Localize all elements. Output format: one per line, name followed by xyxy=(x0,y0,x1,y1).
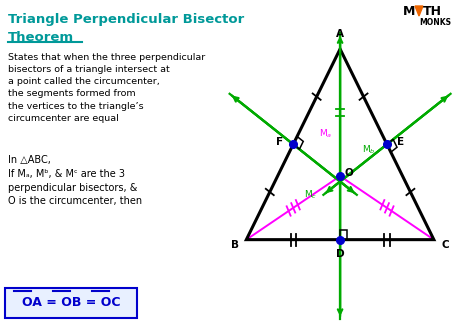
Text: F: F xyxy=(276,137,283,147)
Text: O: O xyxy=(344,168,353,178)
Text: Triangle Perpendicular Bisector: Triangle Perpendicular Bisector xyxy=(8,13,244,26)
Text: OA = OB = OC: OA = OB = OC xyxy=(22,297,120,309)
Polygon shape xyxy=(415,6,423,16)
FancyBboxPatch shape xyxy=(399,2,469,30)
Text: Theorem: Theorem xyxy=(8,31,74,44)
Text: C: C xyxy=(441,240,449,250)
Text: M$_b$: M$_b$ xyxy=(363,143,376,156)
Text: M$_a$: M$_a$ xyxy=(319,127,332,140)
Text: B: B xyxy=(231,240,239,250)
Text: D: D xyxy=(336,249,345,259)
Text: M: M xyxy=(403,5,415,18)
Text: TH: TH xyxy=(423,5,442,18)
Text: A: A xyxy=(336,29,344,39)
Text: If Mₐ, Mᵇ, & Mᶜ are the 3
perpendicular bisectors, &
O is the circumcenter, then: If Mₐ, Mᵇ, & Mᶜ are the 3 perpendicular … xyxy=(8,169,142,206)
Text: E: E xyxy=(397,137,404,147)
FancyBboxPatch shape xyxy=(5,288,137,318)
Text: In △ABC,: In △ABC, xyxy=(8,155,51,165)
Text: M$_c$: M$_c$ xyxy=(304,188,318,201)
Text: MONKS: MONKS xyxy=(419,18,451,27)
Text: States that when the three perpendicular
bisectors of a triangle intersect at
a : States that when the three perpendicular… xyxy=(8,53,205,123)
